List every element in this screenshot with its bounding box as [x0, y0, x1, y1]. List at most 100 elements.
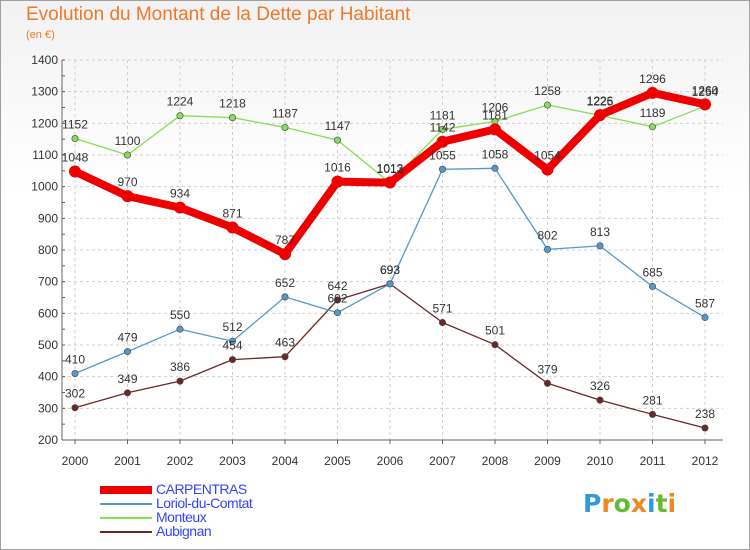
data-point [436, 135, 449, 148]
data-point [281, 353, 289, 361]
data-label: 652 [275, 276, 295, 290]
data-point [176, 377, 184, 385]
data-label: 1055 [429, 148, 456, 162]
data-label: 1100 [115, 134, 141, 148]
legend-label: Loriol-du-Comtat [156, 495, 253, 511]
data-label: 454 [222, 339, 242, 353]
data-label: 349 [117, 372, 137, 386]
legend-item: CARPENTRAS [100, 481, 340, 497]
data-label: 685 [642, 265, 662, 279]
data-point [71, 135, 79, 143]
data-point [176, 112, 184, 120]
x-tick-label: 2006 [377, 454, 404, 468]
data-label: 1224 [167, 95, 194, 109]
data-point [69, 165, 81, 178]
data-label: 379 [537, 362, 557, 376]
data-label: 602 [327, 292, 347, 306]
y-tick-label: 600 [38, 306, 58, 320]
data-point [229, 337, 237, 345]
data-point [333, 309, 341, 317]
y-tick-label: 1400 [31, 53, 58, 67]
legend: CARPENTRAS Loriol-du-Comtat Monteux Aubi… [100, 481, 340, 539]
logo-letter: P [583, 489, 602, 518]
data-label: 386 [170, 360, 190, 374]
y-tick-label: 1100 [32, 148, 58, 162]
x-tick-label: 2001 [114, 454, 141, 468]
legend-swatch [100, 517, 152, 519]
data-label: 1296 [639, 72, 666, 86]
data-point [124, 151, 132, 159]
data-point [333, 136, 341, 144]
data-point [281, 123, 289, 131]
chart-title: Evolution du Montant de la Dette par Hab… [26, 4, 411, 25]
legend-label: Aubignan [156, 523, 212, 539]
data-point [491, 164, 499, 172]
data-label: 1226 [587, 94, 614, 108]
x-tick-label: 2012 [692, 454, 719, 468]
data-label: 302 [65, 387, 85, 401]
data-label: 1260 [692, 83, 719, 97]
data-label: 587 [695, 296, 715, 310]
data-point [594, 109, 606, 122]
data-point [646, 86, 659, 99]
data-point [71, 369, 79, 377]
unit-label: (en €) [26, 29, 55, 41]
data-label: 1058 [482, 147, 509, 161]
data-label: 1189 [640, 106, 666, 120]
data-label: 642 [327, 279, 347, 293]
y-tick-label: 200 [38, 433, 58, 447]
x-tick-label: 2007 [429, 454, 456, 468]
legend-item: Monteux [100, 509, 340, 525]
data-label: 1147 [325, 119, 351, 133]
logo-letter: r [601, 489, 614, 518]
data-label: 1048 [62, 150, 89, 164]
data-point [541, 163, 554, 176]
legend-swatch [100, 531, 152, 533]
logo-letter: i [667, 489, 677, 518]
data-point [124, 389, 132, 397]
y-tick-label: 1000 [31, 180, 58, 194]
data-label: 1012 [377, 162, 404, 176]
legend-label: Monteux [156, 509, 207, 525]
x-tick-label: 2005 [324, 454, 351, 468]
x-tick-label: 2008 [482, 454, 509, 468]
y-tick-label: 500 [38, 338, 58, 352]
x-tick-label: 2004 [272, 454, 299, 468]
data-point [701, 424, 709, 432]
y-tick-label: 1300 [31, 85, 58, 99]
data-label: 813 [590, 225, 610, 239]
data-label: 501 [485, 324, 505, 338]
data-point [543, 101, 551, 109]
data-label: 934 [170, 187, 190, 201]
data-point [124, 348, 132, 356]
x-tick-label: 2011 [640, 454, 666, 468]
data-label: 479 [117, 331, 137, 345]
data-label: 693 [380, 263, 400, 277]
data-point [438, 125, 446, 133]
data-point [543, 245, 551, 253]
data-point [596, 242, 604, 250]
data-label: 326 [590, 379, 610, 393]
data-point [491, 341, 499, 349]
data-point [489, 123, 501, 136]
data-label: 802 [537, 228, 557, 242]
data-label: 571 [432, 302, 452, 316]
y-tick-label: 700 [38, 275, 58, 289]
data-point [648, 123, 656, 131]
logo-letter: o [613, 489, 631, 518]
legend-item: Loriol-du-Comtat [100, 495, 340, 511]
data-point [438, 319, 446, 327]
legend-label: CARPENTRAS [156, 481, 247, 497]
data-label: 1206 [482, 100, 509, 114]
data-point [121, 190, 134, 203]
data-label: 871 [222, 207, 242, 221]
x-tick-label: 2003 [219, 454, 246, 468]
y-tick-label: 400 [38, 370, 58, 384]
series-layer [69, 86, 711, 432]
x-tick-label: 2000 [62, 454, 89, 468]
data-label: 1258 [534, 84, 561, 98]
data-point [229, 356, 237, 364]
data-label: 1218 [219, 97, 246, 111]
data-point [226, 221, 239, 234]
data-label: 1013 [377, 162, 404, 176]
